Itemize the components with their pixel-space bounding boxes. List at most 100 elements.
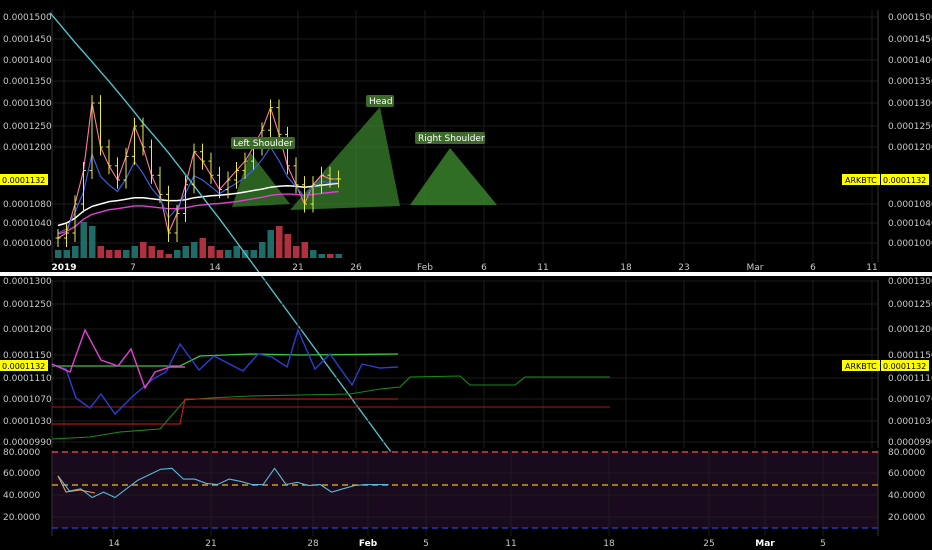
volume-bar — [250, 250, 257, 258]
svg-text:0.0001132: 0.0001132 — [883, 362, 926, 371]
volume-bar — [259, 242, 266, 258]
x-tick-label: 11 — [866, 263, 877, 273]
x-tick-label: 25 — [703, 539, 714, 549]
y-tick-label: 0.0001300 — [888, 99, 932, 109]
x-tick-label: Mar — [747, 263, 764, 273]
dark-green-line — [51, 375, 610, 440]
volume-bar — [114, 250, 121, 258]
y-tick-label: 0.0001250 — [888, 122, 932, 132]
white-ma-line — [57, 182, 339, 227]
y-tick-label: 0.0001200 — [888, 143, 932, 153]
annotation-right-shoulder: Right Shoulder — [415, 132, 485, 144]
y-tick-label: 0.0001500 — [888, 13, 932, 23]
volume-bar — [310, 250, 317, 258]
x-tick-label: 18 — [603, 539, 615, 549]
main-y-axis-left: 0.0001500 0.0001450 0.0001400 0.0001350 0.00… — [3, 13, 52, 249]
volume-bar — [174, 250, 181, 258]
y-tick-label: 0.0001400 — [3, 56, 52, 66]
magenta-indicator-line — [51, 328, 185, 390]
x-tick-label: 11 — [505, 539, 516, 549]
y-tick-label: 0.0001070 — [888, 395, 932, 405]
volume-bar — [267, 230, 274, 258]
rsi-y-axis-left: 80.0000 60.0000 40.0000 20.0000 — [3, 448, 40, 523]
volume-bar — [165, 254, 172, 258]
x-tick-label: 21 — [292, 263, 303, 273]
x-tick-label: 5 — [423, 539, 429, 549]
y-tick-label: 80.0000 — [888, 448, 925, 458]
svg-text:0.0001132: 0.0001132 — [2, 176, 45, 185]
pane-separator[interactable] — [0, 272, 932, 276]
right-shoulder-triangle — [410, 148, 497, 205]
y-tick-label: 0.0001250 — [3, 300, 52, 310]
main-y-axis-right: 0.0001500 0.0001450 0.0001400 0.0001350 0.00… — [888, 13, 932, 249]
y-tick-label: 60.0000 — [3, 469, 40, 479]
x-tick-label: 23 — [678, 263, 689, 273]
volume-bar — [140, 242, 147, 258]
x-tick-label: 18 — [620, 263, 632, 273]
svg-text:0.0001132: 0.0001132 — [2, 362, 45, 371]
mid-price-tag-right: ARKBTC 0.0001132 — [842, 360, 929, 371]
symbol-price-tag-right: ARKBTC 0.0001132 — [842, 174, 929, 185]
mid-price-tag-left: 0.0001132 — [0, 360, 48, 371]
green-upper-line — [52, 353, 399, 367]
volume-bar — [131, 246, 138, 258]
volume-bars — [55, 222, 342, 258]
y-tick-label: 0.0000990 — [888, 438, 932, 448]
volume-bar — [233, 246, 240, 258]
x-tick-label: 7 — [130, 263, 136, 273]
y-tick-label: 0.0001110 — [888, 374, 932, 384]
y-tick-label: 40.0000 — [888, 491, 925, 501]
rsi-x-axis: 14 21 28 Feb 5 11 18 25 Mar 5 — [108, 539, 826, 549]
left-shoulder-triangle — [232, 152, 290, 207]
y-tick-label: 80.0000 — [3, 448, 40, 458]
rsi-band-fill — [52, 452, 878, 528]
y-tick-label: 0.0001200 — [3, 143, 52, 153]
volume-bar — [97, 246, 104, 258]
y-tick-label: 60.0000 — [888, 469, 925, 479]
y-tick-label: 0.0001070 — [3, 395, 52, 405]
volume-bar — [157, 250, 164, 258]
x-tick-label: 5 — [820, 539, 826, 549]
y-tick-label: 0.0001080 — [888, 200, 932, 210]
volume-bar — [106, 250, 113, 258]
y-tick-label: 0.0001200 — [3, 325, 52, 335]
middle-y-axis-left: 0.00013000.00012500.00012000.00011500.00… — [3, 277, 52, 448]
rsi-y-axis-right: 80.0000 60.0000 40.0000 20.0000 — [888, 448, 925, 523]
rsi-lines — [57, 467, 389, 499]
y-tick-label: 0.0001110 — [3, 374, 52, 384]
y-tick-label: 0.0001500 — [3, 13, 52, 23]
y-tick-label: 0.0001300 — [3, 277, 52, 287]
volume-bar — [123, 250, 130, 258]
x-tick-label: 6 — [810, 263, 816, 273]
svg-text:Head: Head — [369, 97, 393, 107]
svg-text:0.0001132: 0.0001132 — [883, 176, 926, 185]
volume-bar — [318, 254, 325, 258]
x-tick-label: Feb — [359, 539, 378, 549]
annotation-head: Head — [366, 95, 394, 107]
y-tick-label: 0.0001200 — [888, 325, 932, 335]
svg-text:ARKBTC: ARKBTC — [845, 362, 877, 371]
x-tick-label: Feb — [417, 263, 433, 273]
y-tick-label: 0.0001450 — [888, 35, 932, 45]
y-tick-label: 0.0001030 — [888, 417, 932, 427]
volume-bar — [63, 250, 70, 258]
last-price-tag-left: 0.0001132 — [0, 174, 48, 185]
y-tick-label: 0.0001450 — [3, 35, 52, 45]
rsi-signal-line — [57, 475, 96, 494]
volume-bar — [199, 238, 206, 258]
rsi-grid — [51, 450, 879, 536]
volume-bar — [55, 250, 62, 258]
annotation-left-shoulder: Left Shoulder — [231, 137, 295, 149]
volume-bar — [191, 242, 198, 258]
y-tick-label: 0.0001040 — [888, 219, 932, 229]
y-tick-label: 0.0001030 — [3, 417, 52, 427]
y-tick-label: 0.0001000 — [3, 239, 52, 249]
y-tick-label: 20.0000 — [3, 513, 40, 523]
price-lines — [49, 12, 448, 529]
x-tick-label: 21 — [205, 539, 216, 549]
x-tick-label: 6 — [481, 263, 487, 273]
volume-bar — [301, 242, 308, 258]
y-tick-label: 40.0000 — [3, 491, 40, 501]
blue-indicator-line — [51, 327, 399, 416]
